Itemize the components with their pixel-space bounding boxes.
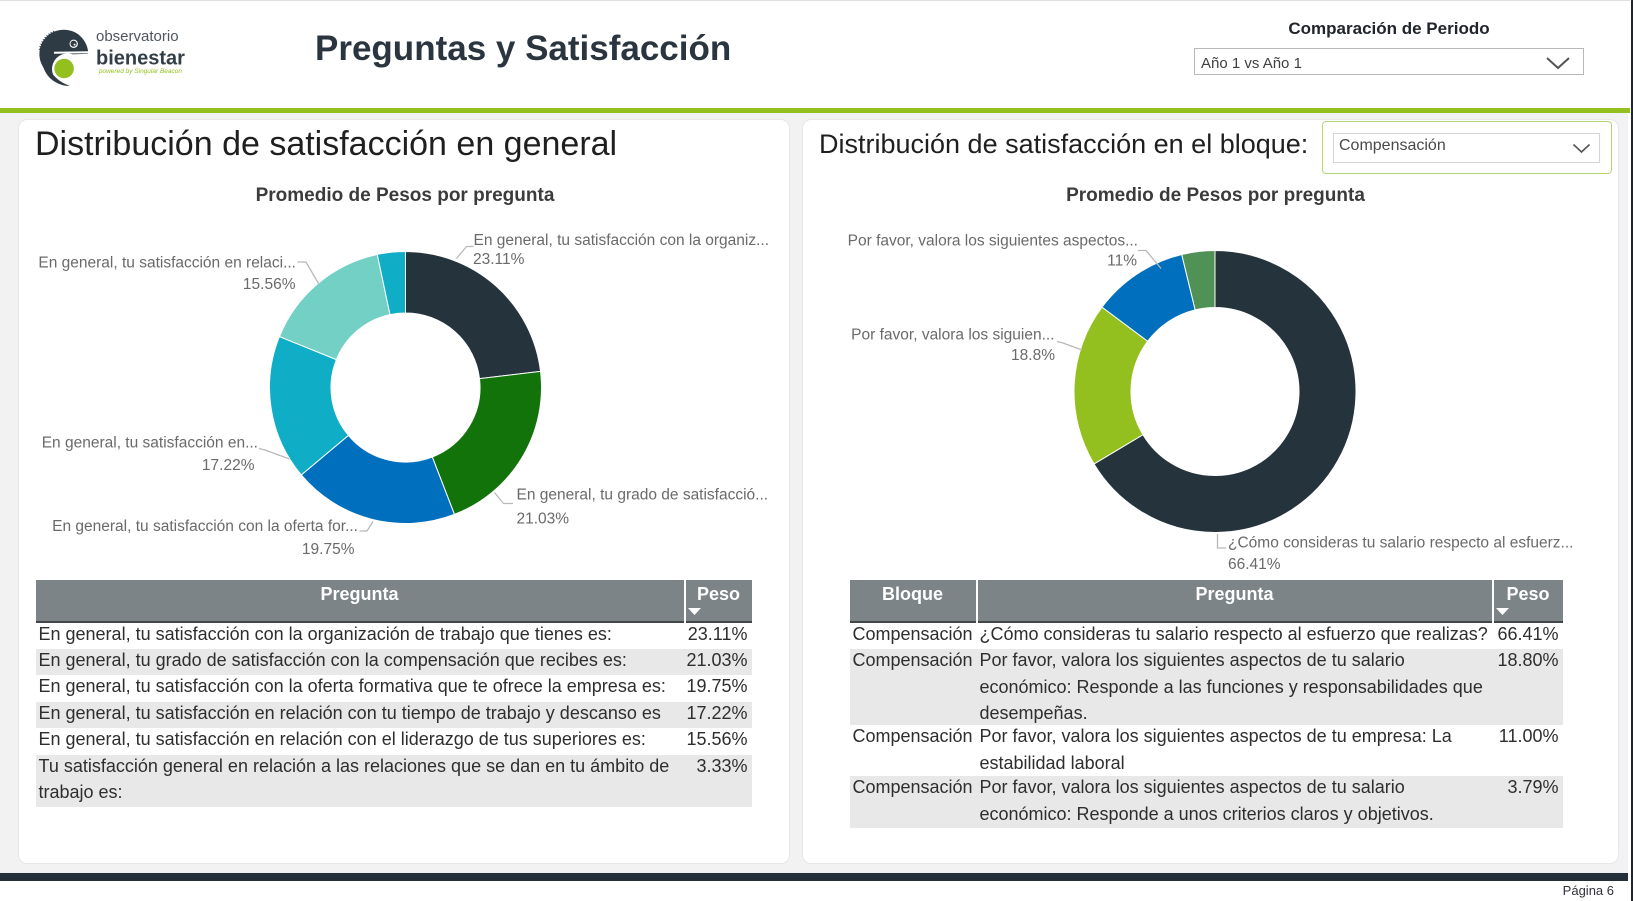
svg-text:En general, tu satisfacción co: En general, tu satisfacción con la organ… <box>474 232 770 249</box>
svg-text:powered by Singular Beacon: powered by Singular Beacon <box>98 68 182 75</box>
svg-text:¿Cómo consideras tu salario re: ¿Cómo consideras tu salario respecto al … <box>1228 535 1573 552</box>
svg-text:En general, tu satisfacción en: En general, tu satisfacción en... <box>42 435 258 452</box>
svg-text:bienestar: bienestar <box>96 48 185 70</box>
svg-text:21.03%: 21.03% <box>517 511 570 528</box>
svg-text:66.41%: 66.41% <box>1228 556 1281 573</box>
svg-text:En general, tu satisfacción co: En general, tu satisfacción con la ofert… <box>52 518 358 535</box>
svg-text:17.22%: 17.22% <box>202 457 255 474</box>
svg-text:15.56%: 15.56% <box>243 276 296 293</box>
svg-text:Por favor, valora los siguient: Por favor, valora los siguientes aspecto… <box>848 233 1138 250</box>
svg-text:observatorio: observatorio <box>96 28 179 45</box>
svg-text:Por favor, valora los siguien.: Por favor, valora los siguien... <box>851 327 1054 344</box>
svg-text:En general, tu grado de satisf: En general, tu grado de satisfacció... <box>517 487 769 504</box>
svg-text:19.75%: 19.75% <box>302 541 355 558</box>
svg-text:18.8%: 18.8% <box>1011 347 1055 364</box>
svg-text:En general, tu satisfacción en: En general, tu satisfacción en relaci... <box>38 255 296 272</box>
svg-text:11%: 11% <box>1107 253 1137 270</box>
svg-text:23.11%: 23.11% <box>473 251 525 268</box>
